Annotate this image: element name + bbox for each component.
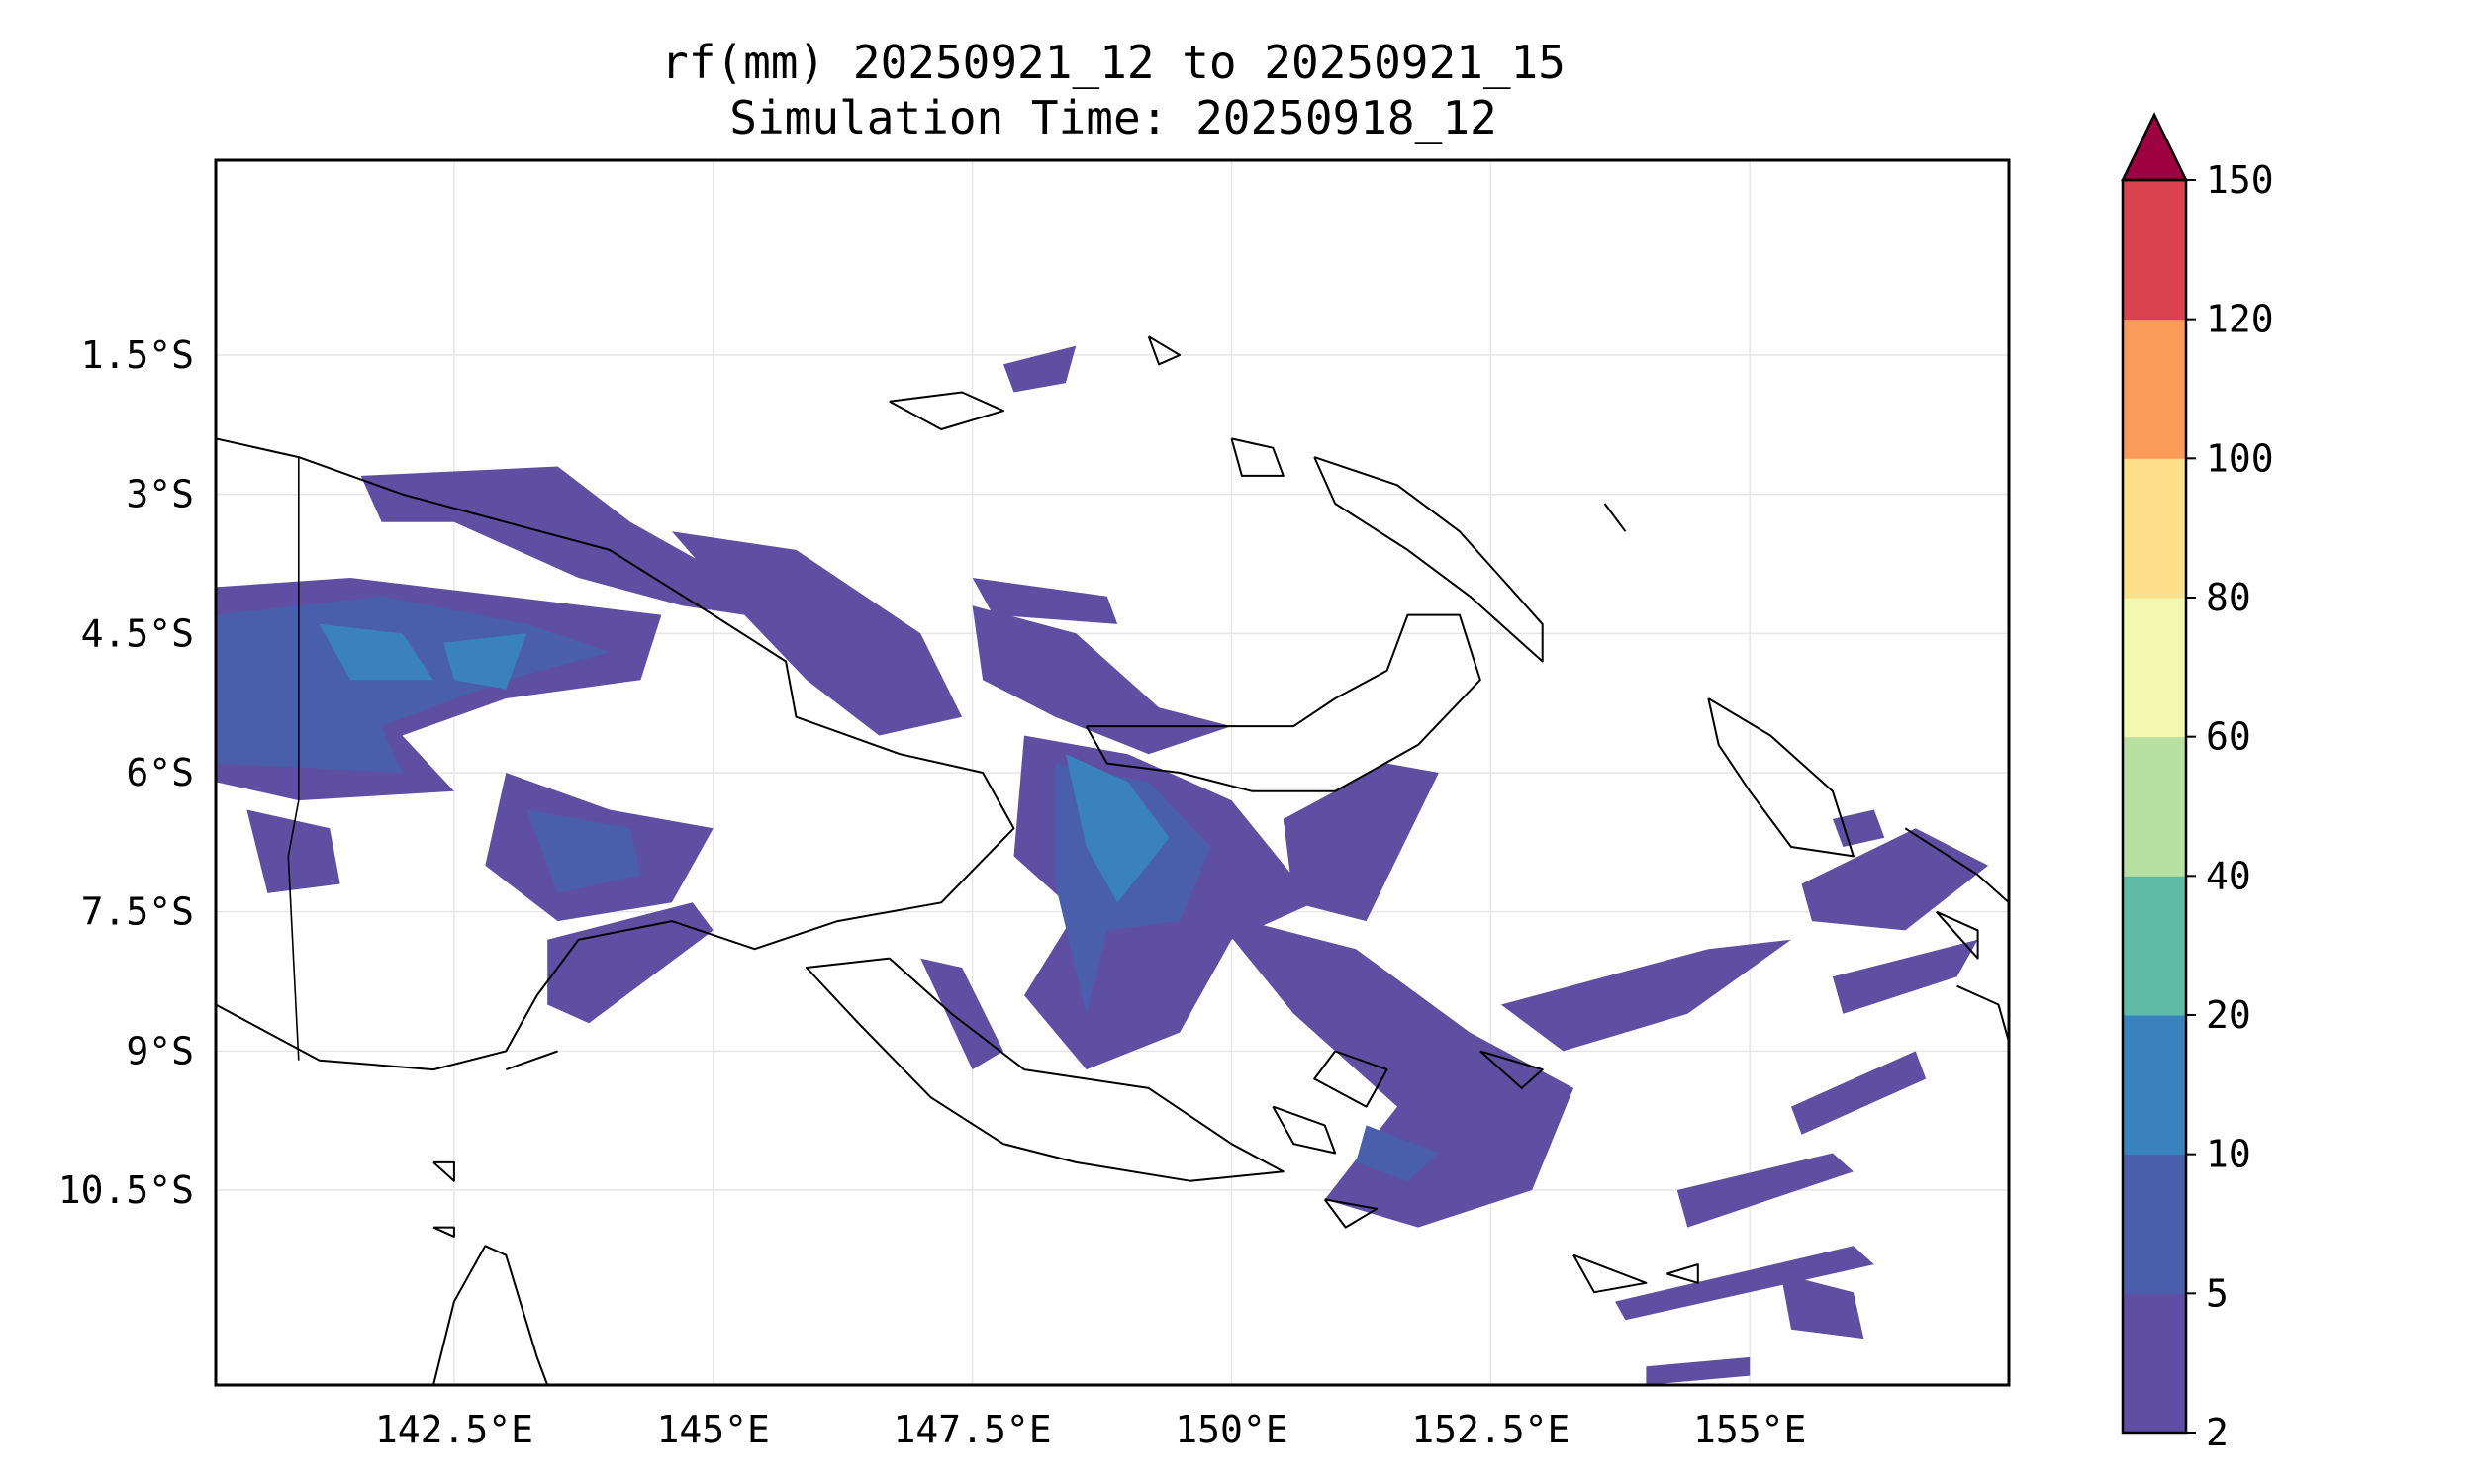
country-borders bbox=[287, 457, 300, 1061]
coastline-9 bbox=[1956, 984, 2009, 1043]
colorbar: 2 5 10 20 40 60 80 100 120 150 bbox=[2121, 112, 2274, 1454]
coastline-8 bbox=[1904, 827, 2009, 904]
coastline-5 bbox=[889, 391, 1004, 430]
rainfall-region-12 bbox=[1065, 754, 1170, 903]
border-0 bbox=[287, 457, 300, 1061]
map-title: rf(mm) 20250921_12 to 20250921_15 bbox=[661, 36, 1566, 89]
coastline-4 bbox=[1313, 456, 1544, 663]
coastline-16 bbox=[1479, 1050, 1544, 1089]
colorbar-segment-4 bbox=[2123, 736, 2186, 877]
colorbar-tick-label-3: 20 bbox=[2206, 993, 2251, 1037]
lon-tick-label-4: 152.5°E bbox=[1411, 1408, 1570, 1451]
map-frame bbox=[214, 158, 2011, 1387]
rainfall-region-13 bbox=[1210, 911, 1574, 1228]
rainfall-region-17 bbox=[547, 902, 714, 1024]
colorbar-tick-label-0: 2 bbox=[2206, 1411, 2229, 1454]
lon-tick-label-2: 147.5°E bbox=[894, 1408, 1052, 1451]
coastline-10 bbox=[1935, 910, 1979, 960]
colorbar-segment-6 bbox=[2123, 458, 2186, 599]
lat-tick-label-0: 1.5°S bbox=[81, 333, 194, 377]
colorbar-segment-2 bbox=[2123, 1015, 2186, 1156]
rainfall-region-19 bbox=[1500, 939, 1791, 1052]
latitude-tick-labels: 1.5°S 3°S 4.5°S 6°S 7.5°S 9°S 10.5°S bbox=[58, 333, 194, 1212]
rainfall-region-8 bbox=[526, 809, 641, 893]
rainfall-contours bbox=[216, 345, 1989, 1385]
lat-tick-label-1: 3°S bbox=[126, 473, 194, 516]
lon-tick-label-5: 155°E bbox=[1693, 1408, 1806, 1451]
coastlines bbox=[216, 335, 2009, 1385]
rainfall-region-6 bbox=[972, 605, 1232, 755]
lat-tick-label-5: 9°S bbox=[126, 1029, 194, 1072]
colorbar-tick-label-5: 60 bbox=[2206, 715, 2251, 759]
map-subtitle: Simulation Time: 20250918_12 bbox=[729, 91, 1497, 144]
rainfall-region-14 bbox=[1356, 1125, 1439, 1181]
rainfall-region-5 bbox=[671, 531, 963, 736]
rainfall-region-16 bbox=[972, 578, 1118, 624]
rainfall-region-9 bbox=[246, 809, 340, 893]
colorbar-tick-label-2: 10 bbox=[2206, 1133, 2251, 1176]
coastline-19 bbox=[1666, 1263, 1699, 1284]
colorbar-segment-7 bbox=[2123, 319, 2186, 459]
lon-tick-label-1: 145°E bbox=[657, 1408, 770, 1451]
rainfall-region-21 bbox=[1832, 939, 1978, 1014]
rainfall-region-15 bbox=[1283, 763, 1439, 922]
lon-tick-label-0: 142.5°E bbox=[375, 1408, 533, 1451]
longitude-tick-labels: 142.5°E 145°E 147.5°E 150°E 152.5°E 155°E bbox=[375, 1408, 1807, 1451]
lat-tick-label-4: 7.5°S bbox=[81, 890, 194, 934]
colorbar-segment-1 bbox=[2123, 1154, 2186, 1294]
coastline-6 bbox=[1230, 437, 1285, 477]
colorbar-segment-8 bbox=[2123, 180, 2186, 321]
colorbar-tick-label-9: 150 bbox=[2206, 158, 2274, 202]
coastline-7 bbox=[1707, 697, 1855, 858]
coastline-12 bbox=[432, 1226, 455, 1238]
colorbar-tick-label-8: 120 bbox=[2206, 298, 2274, 341]
colorbar-extend-arrow bbox=[2121, 112, 2188, 182]
coastline-0 bbox=[216, 437, 1015, 1071]
rainfall-region-4 bbox=[360, 466, 745, 615]
rainfall-region-27 bbox=[1832, 809, 1885, 847]
coastline-15 bbox=[1272, 1105, 1337, 1155]
rainfall-region-2 bbox=[319, 623, 433, 681]
rainfall-region-23 bbox=[1676, 1153, 1854, 1228]
lon-tick-label-3: 150°E bbox=[1175, 1408, 1287, 1451]
coastline-1 bbox=[505, 1050, 558, 1071]
coastline-2 bbox=[806, 957, 1285, 1182]
colorbar-frame bbox=[2121, 178, 2188, 1435]
colorbar-segment-3 bbox=[2123, 876, 2186, 1016]
coastline-3 bbox=[1085, 613, 1481, 792]
coastline-11 bbox=[432, 1160, 455, 1182]
rainfall-region-28 bbox=[1003, 345, 1077, 393]
colorbar-segment-0 bbox=[2123, 1293, 2186, 1434]
lat-tick-label-6: 10.5°S bbox=[58, 1168, 194, 1212]
rainfall-region-25 bbox=[1780, 1273, 1864, 1340]
rainfall-region-24 bbox=[1615, 1246, 1874, 1321]
coastline-17 bbox=[1323, 1198, 1379, 1229]
lat-tick-label-2: 4.5°S bbox=[81, 611, 194, 655]
rainfall-region-26 bbox=[1646, 1356, 1751, 1385]
colorbar-tick-label-4: 40 bbox=[2206, 854, 2251, 897]
rainfall-region-3 bbox=[443, 633, 527, 690]
lat-tick-label-3: 6°S bbox=[126, 751, 194, 794]
colorbar-tick-label-1: 5 bbox=[2206, 1271, 2229, 1315]
coastline-14 bbox=[1313, 1050, 1388, 1108]
colorbar-segment-5 bbox=[2123, 598, 2186, 738]
rainfall-region-22 bbox=[1791, 1051, 1927, 1135]
coastline-18 bbox=[1572, 1253, 1648, 1294]
colorbar-tick-label-7: 100 bbox=[2206, 436, 2274, 480]
colorbar-tick-label-6: 80 bbox=[2206, 576, 2251, 619]
rainfall-region-20 bbox=[1801, 828, 1989, 931]
rainfall-region-18 bbox=[920, 958, 1003, 1070]
coastline-13 bbox=[432, 1245, 549, 1385]
coastline-21 bbox=[1147, 335, 1182, 366]
coastline-20 bbox=[1603, 503, 1627, 532]
